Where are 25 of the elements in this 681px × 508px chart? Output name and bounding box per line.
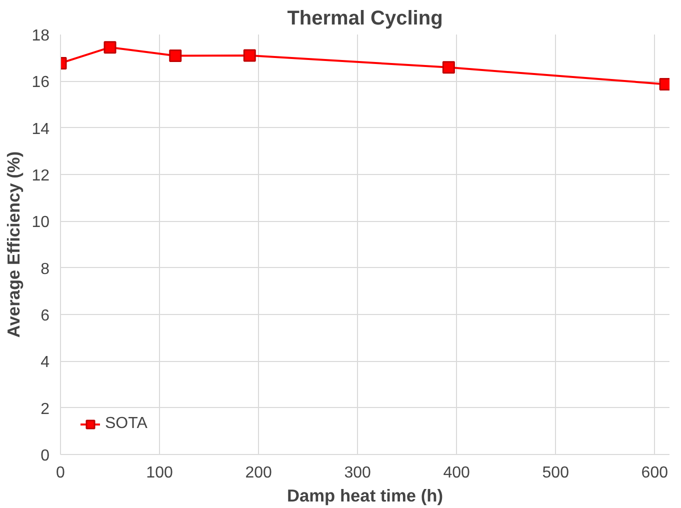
x-tick-label: 500 [542,464,570,482]
x-tick-label: 400 [443,464,470,482]
point [243,49,256,62]
chart-title: Thermal Cycling [287,8,443,30]
y-tick-label: 8 [40,260,50,278]
y-tick-label: 16 [32,74,50,92]
y-tick-label: 0 [40,448,50,464]
y-tick-label: 2 [40,400,50,418]
point [442,61,455,74]
y-tick-label: 12 [32,168,50,184]
y-tick-label: 14 [32,120,50,138]
y-axis-title: Average Efficiency (%) [4,151,24,338]
y-tick-label: 10 [32,214,50,232]
x-tick-label: 200 [245,464,272,482]
legend-label: SOTA [105,415,148,433]
point [169,49,182,62]
x-axis-title: Damp heat time (h) [287,486,443,506]
y-tick-label: 4 [40,354,50,372]
x-tick-label: 0 [56,464,66,482]
x-tick-label: 300 [344,464,372,482]
point [104,41,116,54]
y-tick-label: 18 [32,28,50,44]
x-tick-label: 100 [146,464,173,482]
y-tick-label: 6 [40,308,50,324]
x-tick-label: 600 [641,464,668,482]
